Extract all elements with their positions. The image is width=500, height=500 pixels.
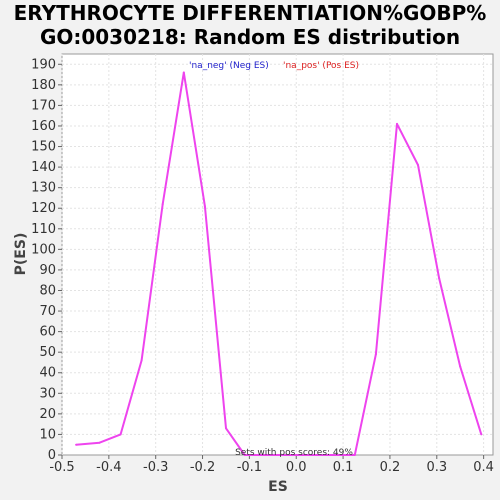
y-tick-label: 20 xyxy=(39,407,56,422)
x-tick-label: -0.2 xyxy=(190,460,215,475)
data-point xyxy=(438,277,440,279)
y-axis-ticks: 0102030405060708090100110120130140150160… xyxy=(31,57,62,463)
legend-neg-es: 'na_neg' (Neg ES) xyxy=(189,61,269,71)
x-axis-label: ES xyxy=(268,479,288,495)
data-point xyxy=(459,366,461,368)
y-tick-label: 10 xyxy=(39,427,56,442)
y-tick-label: 30 xyxy=(39,386,56,401)
y-tick-label: 160 xyxy=(31,119,56,134)
x-tick-label: 0.4 xyxy=(473,460,494,475)
y-tick-label: 100 xyxy=(31,242,56,257)
y-tick-label: 70 xyxy=(39,304,56,319)
x-tick-label: 0.1 xyxy=(333,460,354,475)
data-point xyxy=(99,442,101,444)
x-tick-label: -0.1 xyxy=(237,460,262,475)
data-point xyxy=(480,433,482,435)
pos-scores-annotation: Sets with pos scores: 49% xyxy=(235,448,353,458)
y-tick-label: 190 xyxy=(31,57,56,72)
y-tick-label: 80 xyxy=(39,283,56,298)
data-point xyxy=(375,353,377,355)
y-tick-label: 110 xyxy=(31,222,56,237)
data-point xyxy=(417,164,419,166)
data-point xyxy=(354,454,356,456)
y-tick-label: 170 xyxy=(31,98,56,113)
y-tick-label: 150 xyxy=(31,140,56,155)
x-tick-label: 0.3 xyxy=(426,460,447,475)
x-tick-label: -0.4 xyxy=(96,460,121,475)
y-tick-label: 180 xyxy=(31,78,56,93)
data-point xyxy=(75,444,77,446)
data-point xyxy=(204,205,206,207)
data-point xyxy=(162,203,164,205)
x-tick-label: -0.3 xyxy=(143,460,168,475)
y-tick-label: 90 xyxy=(39,263,56,278)
y-tick-label: 40 xyxy=(39,366,56,381)
x-axis-ticks: -0.5 -0.4 -0.3 -0.2 -0.1 0.0 0.1 0.2 0.3 0.4 xyxy=(49,455,494,475)
x-tick-label: 0.2 xyxy=(380,460,401,475)
y-tick-label: 60 xyxy=(39,325,56,340)
data-point xyxy=(396,123,398,125)
y-tick-label: 140 xyxy=(31,160,56,175)
plot-area xyxy=(62,54,493,455)
data-point xyxy=(183,72,185,74)
data-point xyxy=(120,433,122,435)
x-tick-label: 0.0 xyxy=(286,460,307,475)
legend-pos-es: 'na_pos' (Pos ES) xyxy=(283,61,359,71)
y-tick-label: 130 xyxy=(31,181,56,196)
data-point xyxy=(141,359,143,361)
y-axis-label: P(ES) xyxy=(13,233,29,276)
chart-title-line2: GO:0030218: Random ES distribution xyxy=(40,25,460,49)
y-tick-label: 120 xyxy=(31,201,56,216)
chart-title-line1: ERYTHROCYTE DIFFERENTIATION%GOBP% xyxy=(14,1,487,25)
data-point xyxy=(225,427,227,429)
x-tick-label: -0.5 xyxy=(49,460,74,475)
y-tick-label: 50 xyxy=(39,345,56,360)
